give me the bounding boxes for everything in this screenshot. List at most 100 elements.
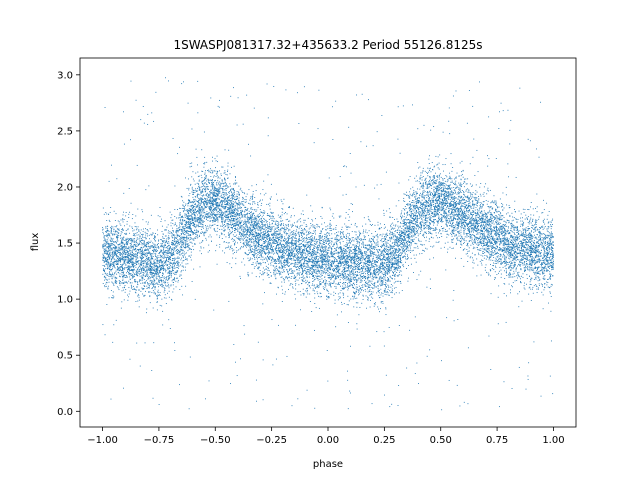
data-point [194,192,196,194]
data-point [345,260,347,262]
data-point [493,226,494,228]
data-point [254,254,256,255]
data-point [395,261,397,263]
data-point [197,112,199,114]
data-point [223,192,224,194]
data-point [467,223,469,225]
data-point [127,296,129,298]
data-point [481,241,483,243]
data-point [200,253,202,255]
data-point [357,251,359,253]
data-point [549,248,551,250]
data-point [512,240,514,242]
data-point [385,237,386,239]
data-point [394,293,396,295]
data-point [374,262,376,264]
data-point [114,250,116,252]
data-point [244,193,246,195]
data-point [217,219,219,221]
data-point [500,102,502,104]
data-point [333,280,335,282]
data-point [196,219,198,221]
data-point [270,196,272,198]
data-point [236,210,238,212]
data-point [485,250,487,252]
data-point [357,272,359,274]
data-point [229,234,231,236]
data-point [310,222,312,224]
data-point [104,107,106,108]
data-point [111,241,113,243]
data-point [243,231,245,232]
data-point [167,249,169,251]
data-point [298,273,300,275]
data-point [315,253,317,255]
data-point [221,218,222,220]
data-point [126,282,128,284]
data-point [373,265,374,267]
data-point [233,194,235,196]
data-point [280,220,281,222]
data-point [134,244,136,245]
data-point [547,246,549,248]
data-point [150,261,152,263]
data-point [479,232,481,234]
data-point [351,284,352,286]
data-point [526,277,528,279]
data-point [272,212,274,214]
data-point [530,284,532,285]
data-point [524,267,526,269]
data-point [442,190,444,192]
data-point [468,205,470,207]
data-point [109,221,111,222]
data-point [232,201,234,202]
data-point [227,247,229,248]
data-point [181,250,183,252]
data-point [548,278,550,280]
data-point [399,267,401,269]
data-point [482,255,484,257]
data-point [156,261,158,263]
data-point [174,277,176,279]
data-point [413,225,415,227]
data-point [523,253,525,255]
data-point [543,276,545,278]
data-point [468,209,470,211]
data-point [370,292,372,294]
data-point [117,272,119,274]
data-point [370,250,372,252]
data-point [370,253,372,255]
data-point [466,209,467,211]
data-point [432,182,433,184]
data-point [337,265,339,267]
data-point [543,241,545,243]
data-point [464,215,466,216]
data-point [250,207,252,209]
data-point [125,258,127,260]
data-point [472,267,474,269]
data-point [473,221,475,223]
data-point [456,225,458,226]
data-point [395,236,397,238]
data-point [442,207,444,209]
data-point [135,266,137,268]
data-point [293,230,295,232]
data-point [176,209,178,211]
data-point [138,249,140,250]
data-point [385,241,387,243]
data-point [435,188,437,190]
data-point [499,218,501,220]
data-point [301,227,303,229]
data-point [445,230,447,232]
data-point [506,249,508,251]
data-point [289,272,291,274]
data-point [238,222,240,224]
data-point [354,262,356,264]
data-point [197,201,199,203]
data-point [349,238,351,240]
data-point [193,198,195,200]
data-point [130,261,132,262]
data-point [349,284,351,286]
data-point [425,177,427,179]
data-point [294,262,296,264]
